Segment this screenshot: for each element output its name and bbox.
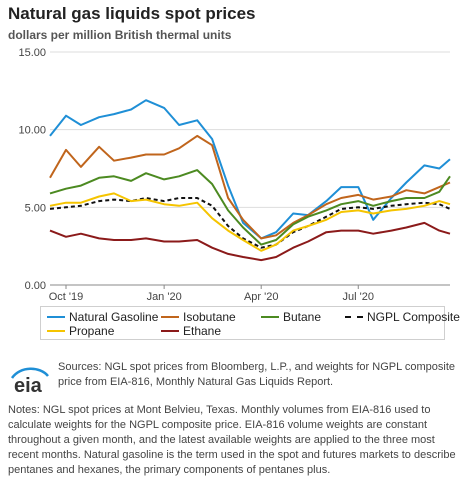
legend-label: NGPL Composite — [367, 310, 460, 324]
y-tick-label: 0.00 — [25, 280, 46, 292]
legend-item-ethane: Ethane — [161, 324, 221, 338]
legend-label: Propane — [69, 324, 115, 338]
eia-logo: eia — [10, 364, 50, 401]
y-tick-label: 10.00 — [18, 125, 46, 137]
series-line-isobutane — [49, 134, 451, 240]
line-chart: 0.00 5.00 10.00 15.00 Oct '19 Jan '20 Apr '20 J… — [18, 47, 451, 303]
legend-label: Isobutane — [183, 310, 236, 324]
legend-swatch — [161, 330, 179, 332]
series-line-propane — [49, 192, 451, 252]
y-tick-label: 15.00 — [18, 47, 46, 59]
legend-label: Ethane — [183, 324, 222, 338]
x-tick-label: Oct '19 — [49, 291, 84, 303]
legend-label: Natural Gasoline — [69, 310, 159, 324]
series-line-natural-gasoline — [49, 99, 451, 240]
y-tick-label: 5.00 — [25, 202, 46, 214]
series-line-butane — [49, 169, 451, 246]
legend-swatch — [161, 316, 179, 318]
legend-swatch — [261, 316, 279, 318]
legend-item-ngpl-composite: NGPL Composite — [345, 310, 460, 324]
notes-text: Notes: NGL spot prices at Mont Belvieu, … — [8, 404, 456, 476]
legend-item-butane: Butane — [261, 310, 321, 324]
chart-title: Natural gas liquids spot prices — [8, 4, 256, 23]
chart-legend: Natural Gasoline Isobutane Butane NGPL Comp… — [40, 306, 460, 340]
svg-text:eia: eia — [14, 375, 43, 396]
legend-swatch — [47, 316, 65, 318]
legend-item-isobutane: Isobutane — [161, 310, 236, 324]
legend-label: Butane — [283, 310, 322, 324]
legend-swatch — [345, 316, 363, 318]
legend-item-propane: Propane — [47, 324, 114, 338]
series-line-ethane — [49, 221, 451, 262]
x-tick-label: Jul '20 — [343, 291, 374, 303]
chart-subtitle: dollars per million British thermal unit… — [8, 28, 232, 42]
x-tick-label: Jan '20 — [147, 291, 182, 303]
sources-note: Sources: NGL spot prices from Bloomberg,… — [58, 361, 455, 388]
legend-swatch — [47, 330, 65, 332]
x-tick-label: Apr '20 — [244, 291, 279, 303]
legend-item-natural-gasoline: Natural Gasoline — [47, 310, 158, 324]
